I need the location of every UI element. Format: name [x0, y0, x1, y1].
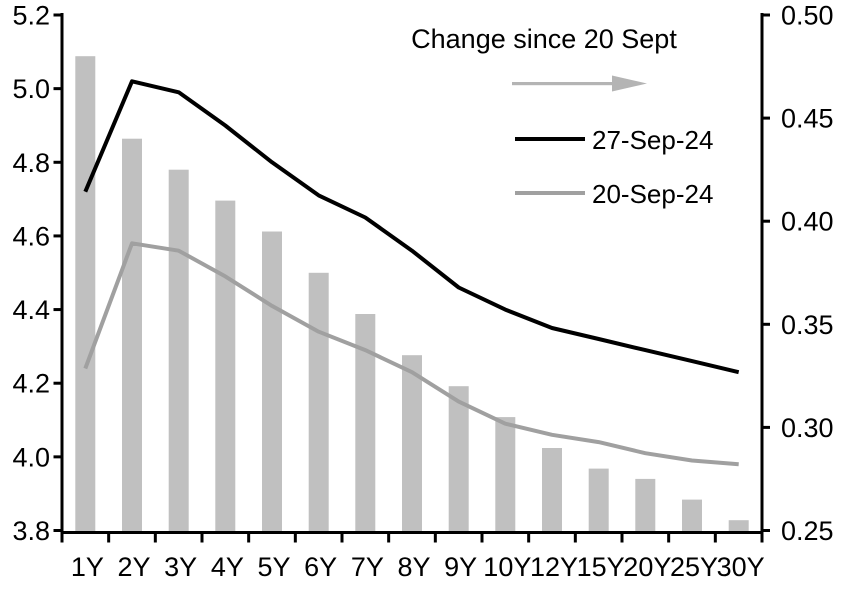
left-axis-tick-label: 5.0 [12, 74, 50, 104]
x-axis-category-label: 2Y [117, 552, 150, 582]
bar-10y [495, 417, 516, 531]
x-axis-category-label: 15Y [577, 552, 625, 582]
right-axis-tick-label: 0.30 [781, 413, 834, 443]
bar-1y [75, 56, 96, 531]
x-axis-category-label: 30Y [717, 552, 765, 582]
bar-8y [402, 355, 422, 531]
x-axis-category-label: 5Y [257, 552, 290, 582]
bar-15y [588, 468, 609, 531]
left-axis-tick-label: 5.2 [12, 1, 50, 31]
bar-25y [682, 499, 702, 531]
x-axis-category-label: 10Y [483, 552, 531, 582]
bar-3y [168, 169, 189, 531]
series-line-27-sep-24 [83, 79, 740, 375]
bar-2y [122, 138, 142, 531]
x-axis-category-label: 3Y [164, 552, 197, 582]
left-axis-tick-label: 4.8 [12, 148, 50, 178]
x-axis-category-label: 20Y [623, 552, 671, 582]
left-axis-tick-label: 4.4 [12, 295, 50, 325]
x-axis-category-label: 6Y [304, 552, 337, 582]
bar-6y [308, 272, 329, 532]
x-axis-category-label: 25Y [670, 552, 718, 582]
left-axis-tick-label: 4.6 [12, 221, 50, 251]
x-axis-category-label: 4Y [211, 552, 244, 582]
right-axis-tick-label: 0.40 [781, 207, 834, 237]
x-axis-category-label: 1Y [71, 552, 104, 582]
right-axis-tick-label: 0.25 [781, 516, 834, 546]
right-axis-tick-label: 0.45 [781, 104, 834, 134]
right-axis-tick-label: 0.35 [781, 310, 834, 340]
left-axis-tick-label: 3.8 [12, 516, 50, 546]
bar-7y [355, 314, 376, 531]
left-axis-tick-label: 4.2 [12, 369, 50, 399]
x-axis-category-label: 12Y [530, 552, 578, 582]
left-axis-tick-label: 4.0 [12, 442, 50, 472]
bar-30y [728, 520, 749, 531]
x-axis-category-label: 8Y [397, 552, 430, 582]
x-axis-category-label: 9Y [444, 552, 477, 582]
x-axis-category-label: 7Y [351, 552, 384, 582]
bar-5y [262, 231, 282, 531]
right-axis-tick-label: 0.50 [781, 1, 834, 31]
series-line-20-sep-24 [83, 241, 739, 467]
bar-12y [542, 448, 562, 531]
bar-20y [635, 478, 656, 531]
bar-9y [448, 386, 469, 531]
bar-4y [215, 200, 236, 531]
